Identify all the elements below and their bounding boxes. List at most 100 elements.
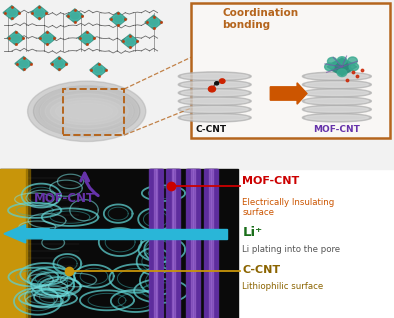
Bar — [26, 169, 30, 318]
Polygon shape — [3, 6, 20, 20]
Polygon shape — [80, 33, 93, 43]
Circle shape — [219, 79, 225, 83]
Polygon shape — [41, 33, 54, 43]
Polygon shape — [6, 8, 18, 18]
Ellipse shape — [28, 81, 146, 142]
Polygon shape — [145, 15, 162, 29]
Circle shape — [148, 18, 159, 27]
Circle shape — [6, 8, 17, 17]
Polygon shape — [69, 11, 81, 21]
Bar — [0, 169, 27, 318]
Circle shape — [42, 34, 53, 43]
Text: Electrically Insulating
surface: Electrically Insulating surface — [242, 198, 335, 217]
Polygon shape — [7, 31, 24, 45]
Ellipse shape — [302, 113, 371, 122]
Circle shape — [349, 63, 359, 71]
Bar — [191, 169, 195, 318]
Circle shape — [337, 57, 347, 64]
Polygon shape — [31, 6, 48, 20]
Text: MOF-CNT: MOF-CNT — [314, 125, 360, 134]
Ellipse shape — [305, 82, 368, 87]
Bar — [167, 169, 179, 318]
Polygon shape — [41, 33, 54, 43]
Polygon shape — [9, 33, 22, 43]
Ellipse shape — [305, 115, 368, 121]
Ellipse shape — [178, 97, 251, 106]
Bar — [186, 169, 200, 318]
Ellipse shape — [51, 99, 122, 124]
Polygon shape — [66, 9, 84, 23]
FancyArrow shape — [270, 83, 307, 104]
Polygon shape — [331, 58, 353, 75]
Ellipse shape — [181, 115, 248, 121]
Circle shape — [125, 37, 136, 46]
Circle shape — [93, 66, 104, 74]
Ellipse shape — [181, 82, 248, 87]
Bar — [154, 169, 157, 318]
Ellipse shape — [178, 105, 251, 114]
Text: Lithiophilic surface: Lithiophilic surface — [242, 282, 323, 291]
Polygon shape — [33, 8, 46, 18]
Ellipse shape — [302, 105, 371, 114]
Polygon shape — [124, 36, 136, 46]
Bar — [0, 169, 238, 318]
Bar — [204, 169, 218, 318]
Ellipse shape — [40, 90, 134, 133]
Bar — [63, 89, 124, 135]
Polygon shape — [17, 59, 30, 69]
Text: C-CNT: C-CNT — [195, 125, 226, 134]
Polygon shape — [78, 31, 95, 45]
Polygon shape — [50, 57, 68, 71]
Ellipse shape — [39, 91, 134, 132]
Bar — [187, 169, 199, 318]
Ellipse shape — [305, 73, 368, 79]
Polygon shape — [124, 36, 136, 46]
Circle shape — [208, 86, 216, 92]
Bar — [149, 169, 163, 318]
Polygon shape — [9, 33, 22, 43]
Text: MOF-CNT: MOF-CNT — [242, 176, 299, 186]
Text: MOF-CNT: MOF-CNT — [33, 192, 95, 205]
Ellipse shape — [302, 88, 371, 97]
Ellipse shape — [305, 98, 368, 104]
Polygon shape — [327, 58, 357, 75]
Ellipse shape — [57, 102, 116, 121]
Bar — [171, 169, 175, 318]
Polygon shape — [147, 17, 160, 27]
Circle shape — [327, 58, 337, 65]
Ellipse shape — [33, 86, 140, 137]
Polygon shape — [17, 59, 30, 69]
Ellipse shape — [35, 86, 139, 137]
Ellipse shape — [302, 72, 371, 81]
Polygon shape — [331, 58, 353, 75]
Ellipse shape — [178, 72, 251, 81]
Polygon shape — [53, 59, 65, 69]
Ellipse shape — [305, 90, 368, 95]
Polygon shape — [147, 17, 160, 27]
Text: Li plating into the pore: Li plating into the pore — [242, 245, 340, 254]
Text: Coordination
bonding: Coordination bonding — [223, 8, 299, 30]
Ellipse shape — [181, 90, 248, 96]
Ellipse shape — [178, 88, 251, 97]
Ellipse shape — [178, 113, 251, 122]
Circle shape — [81, 34, 92, 43]
Circle shape — [69, 11, 80, 20]
Polygon shape — [92, 65, 105, 75]
Polygon shape — [92, 65, 105, 75]
Circle shape — [348, 57, 357, 65]
Polygon shape — [33, 8, 46, 18]
Text: Li⁺: Li⁺ — [242, 226, 262, 239]
Polygon shape — [80, 33, 93, 43]
Ellipse shape — [178, 80, 251, 89]
Ellipse shape — [45, 94, 128, 129]
Polygon shape — [112, 14, 125, 24]
Ellipse shape — [61, 103, 113, 119]
Bar — [0, 0, 394, 169]
Circle shape — [54, 59, 65, 68]
Polygon shape — [112, 14, 125, 24]
Circle shape — [10, 34, 21, 43]
Ellipse shape — [56, 100, 118, 122]
Circle shape — [18, 59, 29, 68]
Bar — [150, 169, 162, 318]
Ellipse shape — [302, 80, 371, 89]
